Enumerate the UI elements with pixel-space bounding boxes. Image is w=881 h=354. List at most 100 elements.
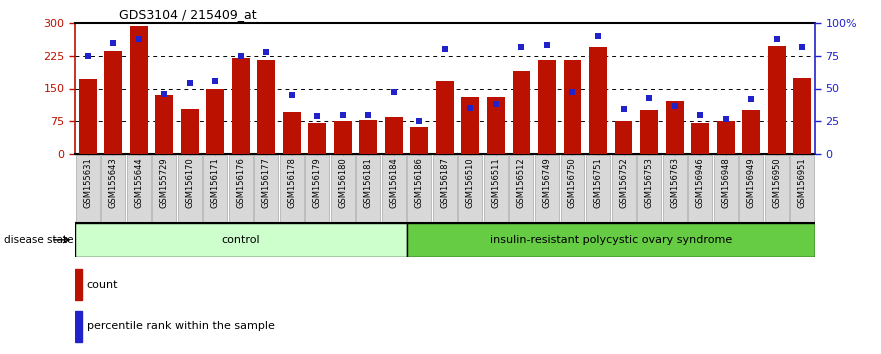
Bar — [356, 155, 381, 222]
Bar — [793, 78, 811, 154]
Point — [182, 80, 196, 86]
Point — [412, 118, 426, 124]
Point — [617, 107, 631, 112]
Bar — [178, 155, 202, 222]
Text: GSM155631: GSM155631 — [83, 158, 93, 208]
Text: GSM156178: GSM156178 — [287, 158, 296, 208]
Bar — [411, 127, 428, 154]
Bar — [615, 121, 633, 154]
Bar — [692, 124, 709, 154]
Bar — [790, 155, 814, 222]
Text: GSM156950: GSM156950 — [772, 158, 781, 208]
Point — [463, 105, 478, 111]
Point — [438, 46, 452, 52]
Text: GSM155643: GSM155643 — [108, 158, 118, 208]
Text: GSM156187: GSM156187 — [440, 158, 449, 208]
Bar — [152, 155, 176, 222]
Bar — [359, 120, 377, 154]
Bar — [381, 155, 406, 222]
Point — [233, 53, 248, 59]
Bar — [484, 155, 508, 222]
Point — [693, 112, 707, 118]
Bar — [385, 117, 403, 154]
Point — [361, 112, 375, 118]
Bar — [229, 155, 253, 222]
Bar — [334, 121, 352, 154]
Bar — [586, 155, 610, 222]
Text: GSM156176: GSM156176 — [236, 158, 245, 208]
Text: insulin-resistant polycystic ovary syndrome: insulin-resistant polycystic ovary syndr… — [490, 235, 732, 245]
Point — [566, 90, 580, 95]
Point — [310, 113, 324, 119]
Point — [796, 44, 810, 50]
Point — [668, 103, 682, 108]
Text: GSM156511: GSM156511 — [492, 158, 500, 208]
Point — [157, 91, 171, 97]
Bar — [181, 109, 198, 154]
Bar — [204, 155, 227, 222]
Bar — [306, 155, 329, 222]
Bar — [739, 155, 763, 222]
Text: GSM156752: GSM156752 — [619, 158, 628, 208]
Bar — [666, 101, 684, 154]
Bar — [75, 223, 407, 257]
Bar — [663, 155, 686, 222]
Text: GDS3104 / 215409_at: GDS3104 / 215409_at — [119, 8, 256, 21]
Bar — [407, 223, 815, 257]
Bar — [104, 51, 122, 154]
Bar — [637, 155, 661, 222]
Bar — [436, 81, 454, 154]
Bar — [535, 155, 559, 222]
Text: GSM156177: GSM156177 — [262, 158, 270, 208]
Text: GSM156510: GSM156510 — [466, 158, 475, 208]
Point — [642, 95, 656, 101]
Text: GSM156948: GSM156948 — [722, 158, 730, 208]
Point — [591, 33, 605, 39]
Text: GSM156170: GSM156170 — [185, 158, 194, 208]
Bar — [78, 79, 97, 154]
Bar — [487, 97, 505, 154]
Bar — [127, 155, 151, 222]
Text: GSM156753: GSM156753 — [645, 158, 654, 208]
Bar — [280, 155, 304, 222]
Bar — [130, 26, 148, 154]
Bar — [716, 121, 735, 154]
Bar — [283, 112, 300, 154]
Text: GSM156184: GSM156184 — [389, 158, 398, 208]
Bar — [308, 123, 326, 154]
Bar — [589, 47, 607, 154]
Point — [387, 90, 401, 95]
Bar — [714, 155, 737, 222]
Bar — [75, 310, 82, 342]
Bar — [407, 155, 432, 222]
Point — [719, 116, 733, 121]
Point — [540, 42, 554, 48]
Point — [131, 36, 145, 41]
Text: disease state: disease state — [4, 235, 74, 245]
Bar — [206, 88, 224, 154]
Text: GSM156180: GSM156180 — [338, 158, 347, 208]
Point — [489, 101, 503, 107]
Bar — [433, 155, 457, 222]
Bar — [155, 95, 174, 154]
Point — [208, 78, 222, 84]
Text: GSM156171: GSM156171 — [211, 158, 219, 208]
Bar — [331, 155, 355, 222]
Text: GSM156951: GSM156951 — [797, 158, 807, 208]
Bar — [509, 155, 534, 222]
Text: percentile rank within the sample: percentile rank within the sample — [86, 321, 274, 331]
Bar — [538, 60, 556, 154]
Bar — [564, 60, 581, 154]
Text: control: control — [221, 235, 260, 245]
Bar — [611, 155, 635, 222]
Bar — [75, 269, 82, 300]
Point — [336, 112, 350, 118]
Bar — [513, 70, 530, 154]
Bar — [257, 60, 275, 154]
Bar — [742, 110, 760, 154]
Point — [744, 96, 759, 102]
Text: GSM156946: GSM156946 — [696, 158, 705, 208]
Text: GSM156949: GSM156949 — [746, 158, 756, 208]
Point — [80, 53, 94, 59]
Text: GSM156751: GSM156751 — [594, 158, 603, 208]
